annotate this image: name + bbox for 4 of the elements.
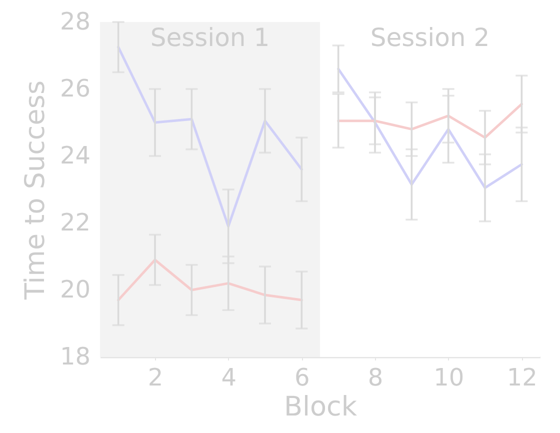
line-series	[337, 68, 523, 190]
line-series	[117, 46, 303, 228]
line-series	[117, 258, 303, 302]
line-series	[337, 102, 523, 139]
